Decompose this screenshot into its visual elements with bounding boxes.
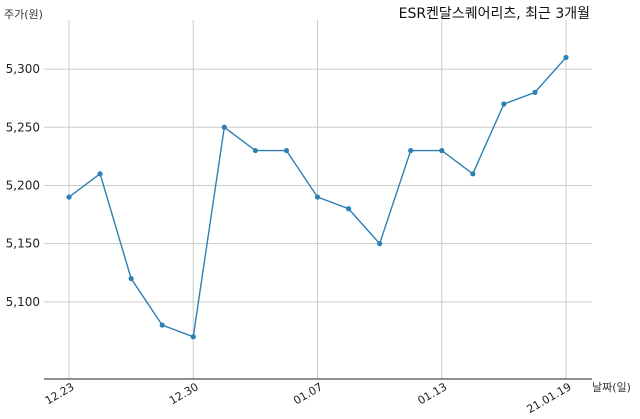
x-tick-label: 21.01.19 xyxy=(525,380,574,416)
chart-title: ESR켄달스퀘어리츠, 최근 3개월 xyxy=(399,6,590,22)
y-tick-label: 5,200 xyxy=(6,178,40,192)
y-tick-label: 5,100 xyxy=(6,295,40,309)
data-point xyxy=(314,194,321,200)
data-point xyxy=(532,89,538,95)
y-axis-label: 주가(원) xyxy=(4,8,43,21)
x-axis-label: 날짜(일) xyxy=(592,380,631,394)
data-point xyxy=(563,54,569,61)
price-series-points xyxy=(66,54,569,340)
data-point xyxy=(470,171,476,177)
data-point xyxy=(345,206,352,212)
x-tick-label: 01.07 xyxy=(291,380,325,407)
data-point xyxy=(128,275,134,282)
x-tick-labels: 12.23 12.30 01.07 01.13 21.01.19 xyxy=(43,380,574,416)
x-tick-label: 12.30 xyxy=(167,380,201,407)
data-point xyxy=(159,322,165,328)
data-point xyxy=(377,241,383,247)
data-point xyxy=(66,194,72,200)
data-point xyxy=(408,147,414,154)
x-tick-label: 01.13 xyxy=(415,380,449,407)
y-tick-label: 5,300 xyxy=(6,62,40,76)
data-point xyxy=(221,124,227,130)
y-tick-label: 5,150 xyxy=(6,237,40,251)
x-tick-label: 12.23 xyxy=(43,380,77,407)
data-point xyxy=(190,334,196,340)
data-point xyxy=(283,147,290,154)
data-point xyxy=(97,171,103,177)
data-point xyxy=(439,147,445,154)
y-tick-label: 5,250 xyxy=(6,120,40,134)
data-point xyxy=(501,101,507,107)
data-point xyxy=(252,147,258,154)
y-tick-labels: 5,100 5,150 5,200 5,250 5,300 xyxy=(6,62,40,309)
